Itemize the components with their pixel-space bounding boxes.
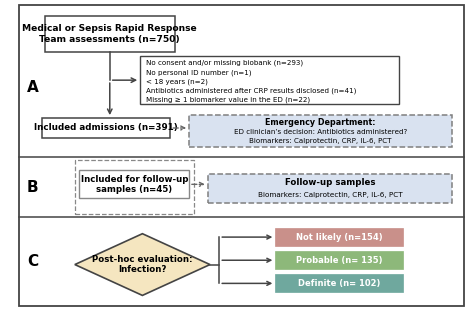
Text: Included admissions (n=391): Included admissions (n=391)	[35, 123, 178, 132]
FancyBboxPatch shape	[140, 56, 399, 104]
Text: ED clinician’s decision: Antibiotics administered?: ED clinician’s decision: Antibiotics adm…	[234, 129, 407, 135]
Text: No consent and/or missing biobank (n=293)
No personal ID number (n=1)
< 18 years: No consent and/or missing biobank (n=293…	[146, 60, 356, 104]
Text: Probable (n= 135): Probable (n= 135)	[296, 256, 383, 265]
Text: Medical or Sepsis Rapid Response
Team assessments (n=750): Medical or Sepsis Rapid Response Team as…	[22, 24, 197, 44]
Text: Follow-up samples: Follow-up samples	[285, 178, 375, 188]
FancyBboxPatch shape	[45, 16, 175, 52]
Text: Biomarkers: Calprotectin, CRP, IL-6, PCT: Biomarkers: Calprotectin, CRP, IL-6, PCT	[258, 192, 402, 198]
FancyBboxPatch shape	[42, 118, 170, 138]
Text: Definite (n= 102): Definite (n= 102)	[298, 279, 381, 288]
FancyBboxPatch shape	[275, 228, 403, 246]
Text: Not likely (n=154): Not likely (n=154)	[296, 232, 383, 241]
Text: Included for follow-up
samples (n=45): Included for follow-up samples (n=45)	[81, 175, 188, 194]
FancyBboxPatch shape	[275, 274, 403, 292]
Text: B: B	[27, 180, 39, 195]
FancyBboxPatch shape	[19, 5, 464, 306]
Text: A: A	[27, 80, 39, 95]
FancyBboxPatch shape	[189, 115, 452, 147]
FancyBboxPatch shape	[80, 170, 189, 198]
Text: Post-hoc evaluation:
Infection?: Post-hoc evaluation: Infection?	[92, 255, 192, 274]
Text: C: C	[27, 254, 38, 269]
Text: Emergency Department:: Emergency Department:	[265, 117, 376, 126]
FancyBboxPatch shape	[275, 251, 403, 269]
Polygon shape	[75, 234, 210, 295]
Text: Biomarkers: Calprotectin, CRP, IL-6, PCT: Biomarkers: Calprotectin, CRP, IL-6, PCT	[249, 139, 392, 144]
FancyBboxPatch shape	[208, 174, 452, 203]
